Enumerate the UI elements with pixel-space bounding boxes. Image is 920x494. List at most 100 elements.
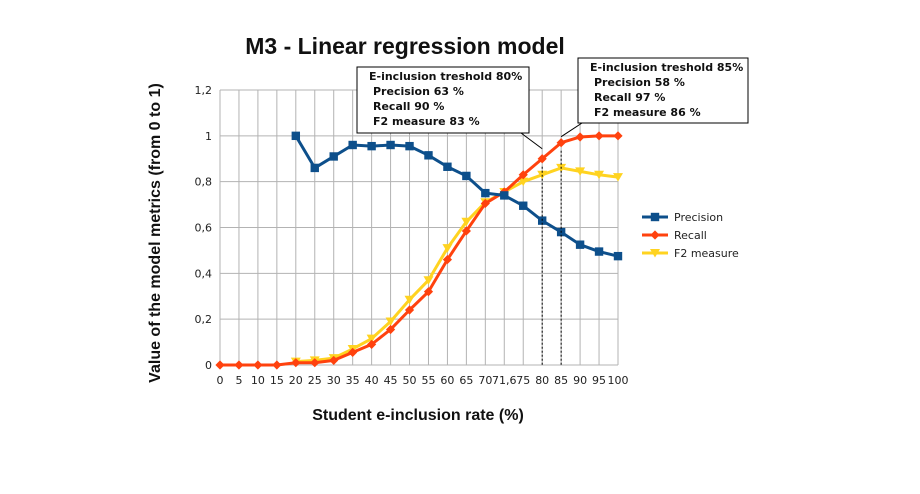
- point-precision: [386, 140, 395, 150]
- x-tick-label: 40: [365, 374, 379, 387]
- point-precision: [405, 141, 414, 151]
- x-tick-label: 20: [289, 374, 303, 387]
- x-tick-label: 25: [308, 374, 322, 387]
- y-axis-title: Value of the model metrics (from 0 to 1): [147, 83, 164, 383]
- point-f2-measure: [442, 244, 453, 253]
- series-area: [215, 131, 623, 370]
- point-recall: [594, 131, 604, 141]
- point-precision: [310, 163, 319, 173]
- y-tick-label: 1,2: [195, 84, 213, 97]
- x-tick-label: 15: [270, 374, 284, 387]
- point-f2-measure: [385, 317, 396, 326]
- callout-text: F2 measure 86 %: [594, 106, 701, 119]
- callout-text: F2 measure 83 %: [373, 115, 480, 128]
- x-tick-label: 65: [459, 374, 473, 387]
- point-recall: [253, 360, 263, 370]
- callout-text: E-inclusion treshold 85%: [590, 61, 743, 74]
- legend-item-f2-measure: F2 measure: [642, 247, 739, 260]
- line-recall: [220, 134, 618, 367]
- point-f2-measure: [366, 334, 377, 344]
- y-tick-label: 0: [205, 359, 212, 372]
- x-tick-label: 80: [535, 374, 549, 387]
- x-tick-label: 60: [440, 374, 454, 387]
- point-recall: [329, 355, 339, 366]
- point-precision: [462, 171, 471, 181]
- legend-marker: [650, 249, 660, 258]
- x-tick-label: 100: [608, 374, 629, 387]
- point-recall: [234, 360, 244, 370]
- legend-label: Precision: [674, 211, 723, 224]
- series-recall: [215, 131, 623, 370]
- series-f2-measure: [290, 163, 623, 367]
- point-f2-measure: [518, 177, 529, 187]
- point-recall: [215, 360, 225, 370]
- point-f2-measure: [423, 276, 434, 285]
- point-recall: [310, 358, 320, 368]
- point-precision: [348, 140, 357, 150]
- x-tick-label: 35: [346, 374, 360, 387]
- point-recall: [385, 324, 396, 335]
- point-recall: [556, 138, 566, 148]
- point-precision: [519, 201, 528, 210]
- point-recall: [613, 131, 623, 141]
- point-precision: [424, 151, 433, 160]
- y-tick-label: 0,6: [195, 222, 213, 235]
- leader-line: [560, 122, 583, 138]
- callout-box: [577, 57, 749, 124]
- point-precision: [594, 247, 604, 256]
- point-f2-measure: [594, 170, 605, 180]
- legend-marker: [650, 230, 660, 240]
- annotation-80: E-inclusion treshold 80% Precision 63 % Re…: [356, 66, 543, 365]
- x-tick-label: 90: [573, 374, 587, 387]
- y-tick-label: 0,8: [195, 176, 213, 189]
- x-tick-label: 30: [327, 374, 341, 387]
- point-precision: [329, 152, 338, 161]
- point-recall: [272, 360, 282, 370]
- point-precision: [367, 141, 376, 151]
- point-precision: [443, 162, 452, 171]
- point-recall: [442, 254, 453, 265]
- x-tick-label: 75: [516, 374, 530, 387]
- annotations: E-inclusion treshold 80% Precision 63 % Re…: [356, 57, 749, 365]
- point-f2-measure: [575, 167, 586, 176]
- point-precision: [613, 251, 623, 261]
- callout-text: E-inclusion treshold 80%: [369, 70, 522, 83]
- point-f2-measure: [461, 217, 472, 227]
- legend-item-precision: Precision: [642, 211, 723, 224]
- point-f2-measure: [404, 295, 415, 305]
- x-tick-label: 85: [554, 374, 568, 387]
- x-tick-label: 5: [235, 374, 242, 387]
- point-precision: [500, 191, 509, 200]
- point-recall: [367, 339, 377, 349]
- x-tick-label: 70: [478, 374, 492, 387]
- point-precision: [481, 188, 490, 198]
- axes: 00,20,40,60,811,20 5 10 15 20 25 30 35 40 45 50 55 6…: [195, 84, 629, 387]
- point-recall: [518, 170, 528, 180]
- callout-text: Precision 63 %: [373, 85, 464, 98]
- point-precision: [291, 131, 301, 141]
- x-axis-title: Student e-inclusion rate (%): [312, 407, 524, 424]
- line-f2-measure: [295, 166, 619, 364]
- x-tick-label: 50: [403, 374, 417, 387]
- callout-text: Precision 58 %: [594, 76, 685, 89]
- point-recall: [537, 154, 547, 164]
- callout-text: Recall 97 %: [594, 91, 665, 104]
- leader-line: [520, 132, 543, 150]
- x-tick-label: 0: [217, 374, 224, 387]
- point-recall: [348, 347, 358, 357]
- line-precision: [294, 135, 619, 258]
- point-precision: [575, 240, 585, 249]
- legend-marker: [650, 212, 660, 222]
- x-tick-label: 45: [384, 374, 398, 387]
- point-recall: [423, 287, 434, 297]
- point-recall: [575, 132, 585, 142]
- point-f2-measure: [613, 173, 623, 182]
- x-tick-label: 10: [251, 374, 265, 387]
- legend-label: F2 measure: [674, 247, 739, 260]
- point-recall: [404, 305, 415, 315]
- series-precision: [291, 131, 623, 261]
- legend: Precision Recall F2 measure: [642, 211, 739, 260]
- y-tick-label: 1: [205, 130, 212, 143]
- y-tick-label: 0,4: [195, 267, 213, 280]
